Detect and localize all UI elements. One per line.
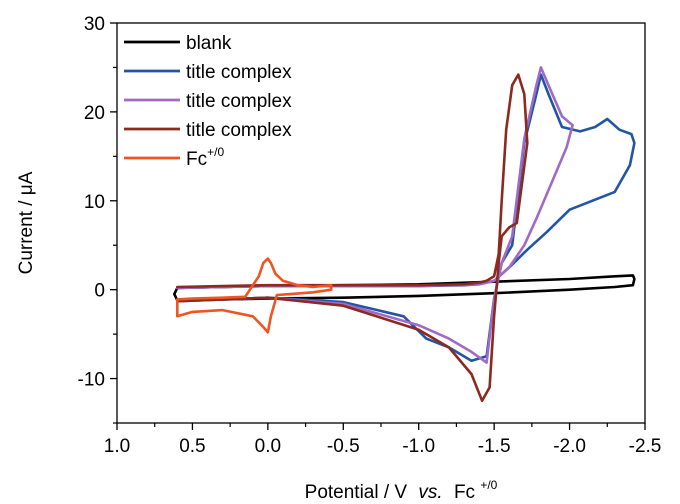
legend-label: title complex	[186, 62, 292, 83]
x-axis-title-ref-sup: +/0	[480, 478, 497, 492]
series-layer	[173, 66, 636, 403]
x-axis-title-ref: Fc	[454, 482, 475, 503]
y-tick-label: 20	[84, 103, 105, 124]
axes: 1.0 0.5 0.0 -0.5 -1.0 -1.5 -2.0 -2.5 -10 0 10 20 30	[78, 14, 662, 457]
series-line-3	[176, 73, 529, 403]
legend-label: blank	[186, 33, 232, 54]
x-tick-label: -1.0	[402, 436, 435, 457]
x-axis-title-main: Potential / V	[305, 482, 408, 503]
legend-label-sup: +/0	[207, 145, 224, 159]
legend: blank title complex title complex title com…	[124, 33, 292, 170]
legend-label: title complex	[186, 120, 292, 141]
x-tick-label: 0.0	[255, 436, 281, 457]
x-tick-label: -1.5	[478, 436, 511, 457]
legend-label: Fc+/0	[186, 145, 224, 170]
x-tick-label: -0.5	[327, 436, 360, 457]
x-tick-label: 0.5	[179, 436, 205, 457]
legend-label: title complex	[186, 91, 292, 112]
x-axis-title: Potential / V vs. Fc +/0	[305, 478, 498, 503]
x-tick-label: 1.0	[104, 436, 130, 457]
series-line-4	[176, 257, 333, 334]
y-axis-title: Current / μA	[16, 171, 37, 274]
x-tick-label: -2.0	[553, 436, 586, 457]
x-axis-title-italic: vs.	[418, 482, 442, 503]
y-tick-label: 10	[84, 192, 105, 213]
plot-frame	[116, 22, 646, 424]
y-tick-label: -10	[78, 370, 105, 391]
y-tick-label: 0	[94, 281, 105, 302]
x-tick-label: -2.5	[629, 436, 662, 457]
series-line-1	[176, 73, 636, 363]
y-tick-label: 30	[84, 14, 105, 35]
